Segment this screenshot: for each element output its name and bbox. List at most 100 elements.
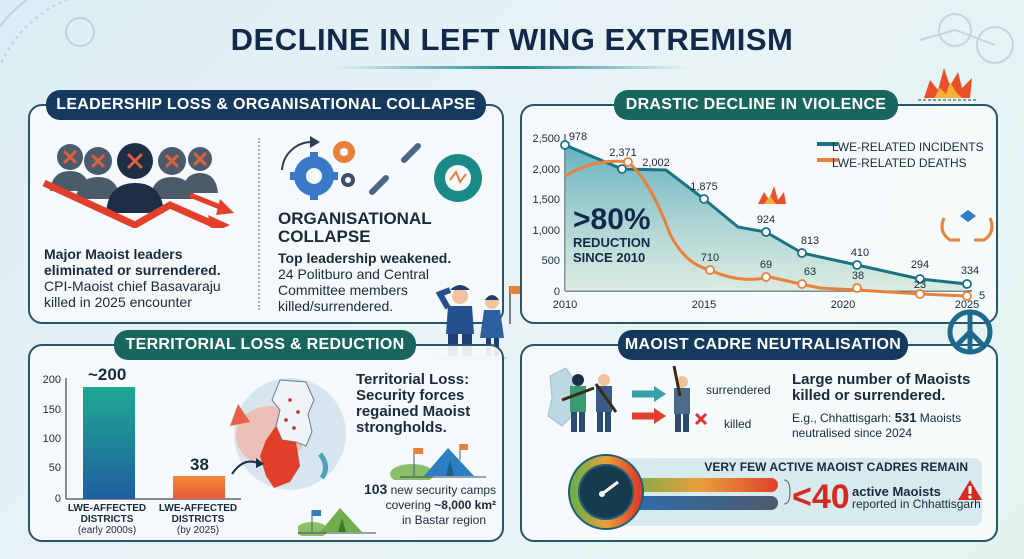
svg-text:1,500: 1,500 bbox=[532, 194, 560, 206]
svg-text:23: 23 bbox=[914, 279, 926, 291]
violence-heading: DRASTIC DECLINE IN VIOLENCE bbox=[614, 90, 898, 120]
cadre-summary-line1: Large number of Maoists bbox=[792, 371, 971, 388]
title-underline bbox=[335, 66, 690, 69]
svg-text:0: 0 bbox=[55, 493, 61, 502]
eg-prefix: E.g., Chhattisgarh: bbox=[792, 411, 895, 425]
bar1-label-line2: DISTRICTS bbox=[80, 514, 134, 525]
svg-text:500: 500 bbox=[542, 255, 560, 267]
svg-text:69: 69 bbox=[760, 259, 772, 271]
territorial-loss-line3: regained Maoist bbox=[356, 403, 471, 420]
remain-bold: active Maoists bbox=[852, 484, 941, 499]
territorial-loss-line1: Territorial Loss: bbox=[356, 371, 470, 388]
gears-broken-chain-icon bbox=[281, 136, 482, 202]
bar1-label-line3: (early 2000s) bbox=[77, 525, 137, 536]
svg-text:294: 294 bbox=[911, 259, 929, 271]
svg-text:2025: 2025 bbox=[955, 299, 979, 311]
explosion-icon bbox=[918, 68, 978, 101]
territorial-loss-text: Territorial Loss: Security forces regain… bbox=[356, 372, 470, 436]
bar2-label-line3: (by 2025) bbox=[176, 525, 220, 536]
covering-area: ~8,000 km² bbox=[434, 498, 496, 512]
svg-text:1,875: 1,875 bbox=[690, 181, 718, 193]
svg-text:813: 813 bbox=[801, 235, 819, 247]
bar2-label-line2: DISTRICTS bbox=[171, 514, 225, 525]
org-collapse-title-line2: COLLAPSE bbox=[278, 227, 371, 246]
killed-label: killed bbox=[724, 417, 752, 431]
reduction-callout: >80% REDUCTION SINCE 2010 bbox=[573, 203, 651, 266]
remain-text: reported in Chhattisgarh bbox=[852, 497, 981, 511]
basavaraju-line1: CPI-Maoist chief Basavaraju bbox=[44, 278, 221, 294]
legend-incidents: LWE-RELATED INCIDENTS bbox=[832, 140, 984, 154]
panel-divider bbox=[258, 138, 260, 310]
svg-text:200: 200 bbox=[43, 374, 61, 386]
bar2-value: 38 bbox=[190, 455, 209, 474]
bar1-label-line1: LWE-AFFECTED bbox=[67, 503, 147, 514]
chart-legend: LWE-RELATED INCIDENTS LWE-RELATED DEATHS bbox=[832, 139, 984, 171]
remain-banner-text: VERY FEW ACTIVE MAOIST CADRES REMAIN bbox=[704, 460, 968, 474]
svg-text:150: 150 bbox=[43, 404, 61, 416]
svg-text:334: 334 bbox=[961, 265, 979, 277]
cadre-gauge-icon bbox=[568, 454, 791, 530]
politburo-line3: killed/surrendered. bbox=[278, 298, 394, 314]
violence-line-chart: 2,500 2,000 1,500 1,000 500 0 2010 2015 2020 20… bbox=[532, 131, 994, 311]
security-camps-text: 103 new security camps covering ~8,000 k… bbox=[350, 482, 496, 528]
territorial-heading: TERRITORIAL LOSS & REDUCTION bbox=[114, 330, 416, 360]
camps-line: 103 new security camps bbox=[350, 482, 496, 498]
svg-text:0: 0 bbox=[554, 286, 560, 298]
camps-text: new security camps bbox=[387, 483, 496, 497]
peace-symbol-icon bbox=[947, 309, 993, 355]
svg-text:2,000: 2,000 bbox=[532, 164, 560, 176]
svg-text:2,500: 2,500 bbox=[532, 133, 560, 145]
svg-text:924: 924 bbox=[757, 214, 775, 226]
territorial-loss-line2: Security forces bbox=[356, 387, 465, 404]
region-text: in Bastar region bbox=[401, 513, 486, 527]
svg-text:978: 978 bbox=[569, 131, 587, 143]
top-leadership-weakened: Top leadership weakened. bbox=[278, 250, 452, 266]
bar2-label-line1: LWE-AFFECTED bbox=[158, 503, 238, 514]
svg-text:38: 38 bbox=[852, 270, 864, 282]
eg-line2: neutralised since 2024 bbox=[792, 426, 913, 440]
svg-text:2,002: 2,002 bbox=[642, 157, 670, 169]
eliminated-leaders-icon bbox=[42, 143, 234, 228]
leaders-eliminated-line2: eliminated or surrendered. bbox=[44, 262, 221, 278]
covering-line: covering ~8,000 km² bbox=[350, 498, 496, 513]
svg-text:2010: 2010 bbox=[553, 299, 577, 311]
remain-number: <40 bbox=[792, 478, 850, 516]
svg-text:2,371: 2,371 bbox=[609, 147, 637, 159]
covering-text: covering bbox=[385, 498, 435, 512]
svg-text:2015: 2015 bbox=[692, 299, 716, 311]
cadre-summary: Large number of Maoists killed or surren… bbox=[792, 372, 992, 404]
svg-text:1,000: 1,000 bbox=[532, 225, 560, 237]
cadre-heading: MAOIST CADRE NEUTRALISATION bbox=[618, 330, 908, 360]
eg-number: 531 bbox=[894, 410, 917, 425]
eg-suffix: Maoists bbox=[916, 411, 962, 425]
svg-text:410: 410 bbox=[851, 247, 869, 259]
page-title: DECLINE IN LEFT WING EXTREMISM bbox=[230, 22, 794, 57]
tent-flag-icon bbox=[390, 444, 486, 480]
svg-text:100: 100 bbox=[43, 433, 61, 445]
bar1-value: ~200 bbox=[88, 365, 127, 384]
reduction-line1: REDUCTION bbox=[573, 235, 651, 250]
cadre-summary-line2: killed or surrendered. bbox=[792, 387, 946, 404]
svg-text:5: 5 bbox=[979, 290, 985, 302]
reduction-line2: SINCE 2010 bbox=[573, 250, 646, 265]
maoist-cadres-icon bbox=[547, 365, 708, 432]
basavaraju-line2: killed in 2025 encounter bbox=[44, 294, 192, 310]
reduction-percent: >80% bbox=[573, 203, 651, 236]
svg-text:2020: 2020 bbox=[831, 299, 855, 311]
territorial-loss-line4: strongholds. bbox=[356, 419, 447, 436]
green-tent-icon bbox=[298, 508, 376, 536]
svg-text:50: 50 bbox=[49, 462, 61, 474]
svg-text:63: 63 bbox=[804, 266, 816, 278]
politburo-line1: 24 Politburo and Central bbox=[278, 266, 429, 282]
legend-deaths: LWE-RELATED DEATHS bbox=[832, 156, 967, 170]
chhattisgarh-map-icon bbox=[230, 378, 346, 490]
leaders-eliminated-line1: Major Maoist leaders bbox=[44, 246, 183, 262]
camps-number: 103 bbox=[363, 481, 388, 497]
surrendered-label: surrendered bbox=[706, 383, 771, 397]
leadership-left-text: Major Maoist leaders eliminated or surre… bbox=[44, 246, 264, 310]
cadre-example: E.g., Chhattisgarh: 531 Maoists neutrali… bbox=[792, 410, 992, 441]
districts-bar-chart: 200 150 100 50 0 bbox=[43, 374, 241, 502]
bar2-label: LWE-AFFECTED DISTRICTS (by 2025) bbox=[153, 503, 243, 536]
warning-icon bbox=[958, 480, 982, 500]
